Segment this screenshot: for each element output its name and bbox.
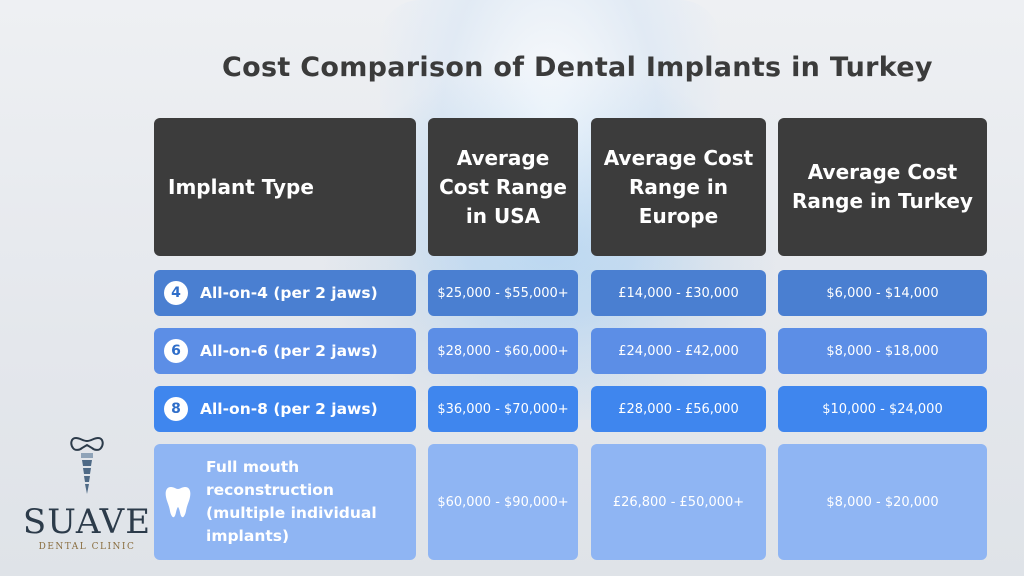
cell-usa: $60,000 - $90,000+ [428, 444, 578, 560]
logo-subtitle: DENTAL CLINIC [38, 542, 136, 552]
header-implant-type: Implant Type [154, 118, 416, 256]
page-title: Cost Comparison of Dental Implants in Tu… [222, 52, 933, 83]
cell-europe: £26,800 - £50,000+ [591, 444, 766, 560]
cell-turkey: $8,000 - $18,000 [778, 328, 987, 374]
table-row-type: 4 All-on-4 (per 2 jaws) [154, 270, 416, 316]
tooth-icon [165, 487, 191, 518]
cell-europe: £14,000 - £30,000 [591, 270, 766, 316]
header-europe: Average Cost Range in Europe [591, 118, 766, 256]
implant-type-label: All-on-8 (per 2 jaws) [200, 400, 378, 418]
cell-usa: $25,000 - $55,000+ [428, 270, 578, 316]
implant-type-label: All-on-4 (per 2 jaws) [200, 284, 378, 302]
cell-turkey: $6,000 - $14,000 [778, 270, 987, 316]
tooth-implant-logo-icon [70, 436, 104, 494]
table-row-type: Full mouth reconstruction (multiple indi… [154, 444, 416, 560]
cell-turkey: $8,000 - $20,000 [778, 444, 987, 560]
clinic-logo: SUAVE DENTAL CLINIC [12, 436, 162, 566]
number-badge: 4 [164, 281, 188, 305]
number-badge: 8 [164, 397, 188, 421]
cell-europe: £28,000 - £56,000 [591, 386, 766, 432]
table-row-type: 8 All-on-8 (per 2 jaws) [154, 386, 416, 432]
number-badge: 6 [164, 339, 188, 363]
table-row-type: 6 All-on-6 (per 2 jaws) [154, 328, 416, 374]
header-usa: Average Cost Range in USA [428, 118, 578, 256]
logo-name: SUAVE [22, 502, 152, 542]
header-turkey: Average Cost Range in Turkey [778, 118, 987, 256]
implant-type-label: Full mouth reconstruction (multiple indi… [206, 458, 377, 545]
cell-europe: £24,000 - £42,000 [591, 328, 766, 374]
cell-turkey: $10,000 - $24,000 [778, 386, 987, 432]
cell-usa: $28,000 - $60,000+ [428, 328, 578, 374]
cell-usa: $36,000 - $70,000+ [428, 386, 578, 432]
implant-type-label: All-on-6 (per 2 jaws) [200, 342, 378, 360]
